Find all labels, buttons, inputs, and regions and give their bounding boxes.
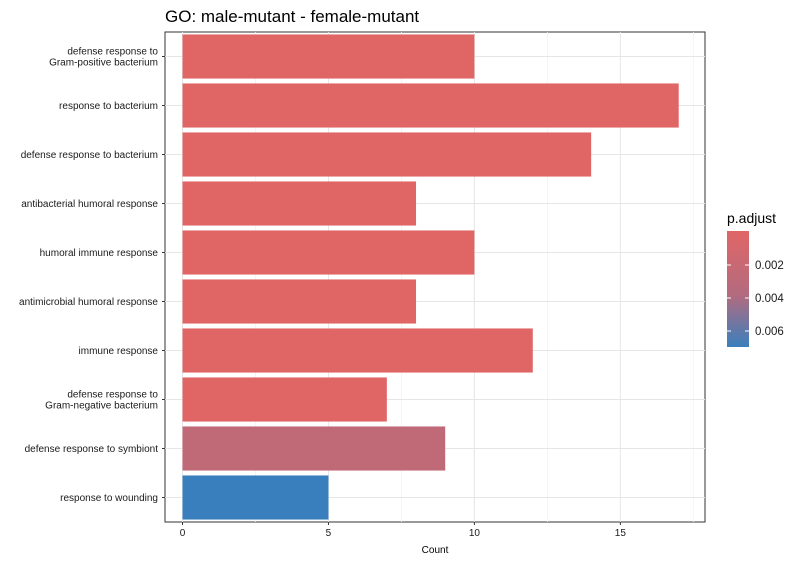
legend-label: 0.002: [755, 260, 784, 272]
bar: [182, 475, 329, 520]
y-tick-label: antibacterial humoral response: [21, 199, 158, 210]
x-tick-label: 0: [180, 528, 186, 539]
chart-title: GO: male-mutant - female-mutant: [165, 7, 419, 26]
x-axis-title: Count: [422, 545, 449, 556]
legend: p.adjust 0.002 0.004 0.006: [727, 210, 784, 347]
legend-ticks: 0.002 0.004 0.006: [727, 260, 784, 338]
bar: [182, 132, 592, 177]
legend-label: 0.004: [755, 293, 784, 305]
x-tick-label: 5: [326, 528, 332, 539]
bar: [182, 34, 475, 79]
bar: [182, 328, 533, 373]
y-axis: defense response to Gram-positive bacteri…: [19, 47, 165, 504]
y-tick-label: response to bacterium: [59, 101, 158, 112]
y-tick-label: immune response: [79, 346, 159, 357]
bar: [182, 279, 417, 324]
y-tick-label: defense response to symbiont: [25, 444, 159, 455]
x-tick-label: 10: [469, 528, 481, 539]
y-tick-label: defense response to Gram-negative bacteri…: [45, 390, 158, 412]
y-tick-label: humoral immune response: [40, 248, 159, 259]
bar: [182, 230, 475, 275]
bar: [182, 181, 417, 226]
legend-title: p.adjust: [727, 210, 776, 226]
x-tick-label: 15: [615, 528, 627, 539]
legend-colorbar: [727, 231, 749, 347]
y-tick-label: defense response to bacterium: [21, 150, 158, 161]
bar: [182, 83, 679, 128]
legend-label: 0.006: [755, 326, 784, 338]
bar: [182, 426, 446, 471]
y-tick-label: defense response to Gram-positive bacteri…: [49, 47, 158, 69]
x-axis: 0 5 10 15: [180, 522, 627, 539]
y-tick-label: response to wounding: [60, 493, 158, 504]
bars: [182, 34, 679, 520]
y-tick-label: antimicrobial humoral response: [19, 297, 158, 308]
bar: [182, 377, 387, 422]
